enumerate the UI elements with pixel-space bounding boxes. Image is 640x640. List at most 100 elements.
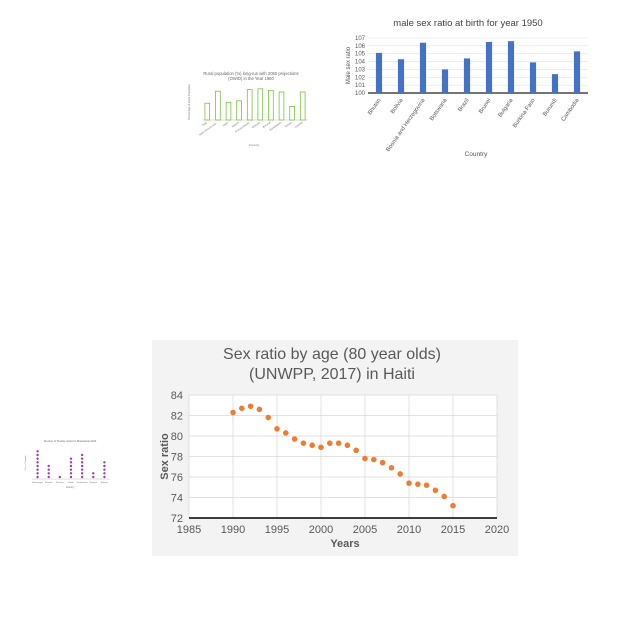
- data-point: [300, 440, 307, 446]
- tick-label-x: Slovakia: [45, 482, 53, 484]
- data-point: [415, 481, 421, 487]
- male-sex-ratio-svg: male sex ratio at birth for year 1950 100…: [346, 18, 588, 158]
- tick-label-y: 74: [171, 493, 183, 505]
- dot-point: [69, 461, 73, 464]
- haiti-chart-svg: Sex ratio by age (80 year olds) (UNWPP, 2…: [159, 346, 509, 550]
- dot-point: [80, 457, 84, 460]
- x-axis-label: Country: [249, 143, 260, 147]
- data-point: [239, 405, 245, 412]
- chart-title: Rural population (%) long-run with 2050 …: [203, 71, 298, 76]
- dot-point: [69, 475, 73, 479]
- tourists-dot-svg: Number of Tourists visited in Macedonia …: [24, 439, 110, 489]
- tick-label-y: 103: [355, 67, 366, 73]
- x-axis-label: Country: [66, 486, 75, 489]
- data-point: [327, 440, 333, 446]
- bar: [397, 59, 405, 93]
- chart-title-line-1: Sex ratio by age (80 year olds): [223, 346, 441, 363]
- tick-label-x: 1995: [265, 524, 289, 536]
- dot-point: [47, 468, 50, 471]
- tick-label-x: Romania: [89, 482, 98, 484]
- tourists-dot-chart: Number of Tourists visited in Macedonia …: [22, 436, 114, 490]
- dot-point: [47, 475, 50, 479]
- dot-point: [69, 468, 73, 471]
- data-point: [362, 455, 368, 462]
- data-point: [230, 409, 236, 416]
- tick-label-x: Bosnia and Herzegovina: [385, 97, 427, 153]
- data-point: [318, 444, 324, 451]
- tick-label-y: 104: [355, 60, 366, 66]
- tick-label-x: 2020: [485, 524, 509, 536]
- data-point: [432, 487, 439, 494]
- tick-label-x: Bolivia: [390, 97, 405, 115]
- tick-label-x: Bulgaria: [498, 97, 516, 118]
- tick-label-y: 105: [355, 52, 366, 58]
- data-point: [441, 493, 448, 500]
- tick-label-y: 84: [171, 390, 183, 402]
- x-axis-label: Country: [465, 151, 489, 158]
- dot-point: [36, 475, 39, 479]
- dot-point: [36, 453, 39, 457]
- dot-point: [80, 464, 84, 468]
- bar: [278, 91, 285, 121]
- tick-label-y: 76: [171, 472, 183, 484]
- tick-label-y: 80: [171, 431, 183, 443]
- dot-point: [58, 475, 62, 479]
- tick-label-x: 2000: [309, 524, 333, 536]
- bar: [299, 91, 306, 121]
- y-axis-label: Sex ratio: [159, 433, 171, 480]
- tick-label-x: Serbia: [68, 482, 75, 484]
- tick-label-x: Burundi: [262, 120, 272, 129]
- dot-point: [103, 468, 106, 471]
- data-point: [291, 436, 298, 442]
- dot-point: [92, 475, 95, 479]
- chart-title: Number of Tourists visited in Macedonia …: [44, 439, 97, 443]
- data-point: [309, 442, 315, 449]
- bar: [236, 100, 242, 121]
- y-axis-label: Male sex ratio: [346, 46, 352, 84]
- y-axis-label: Percentage of Rural Population: [187, 83, 191, 120]
- data-point: [406, 480, 412, 486]
- data-point: [283, 430, 289, 436]
- dot-point: [36, 450, 39, 453]
- tick-label-x: Slovenia: [56, 482, 65, 484]
- data-point: [397, 471, 403, 477]
- rural-population-chart: Rural population (%) long-run with 2050 …: [186, 64, 316, 156]
- bar: [246, 89, 253, 121]
- tick-label-x: 1990: [221, 524, 245, 536]
- dot-point: [103, 464, 106, 468]
- tick-label-y: 72: [171, 513, 183, 525]
- chart-title: (OWID) in the Year 1960: [228, 76, 274, 81]
- dot-point: [103, 475, 106, 479]
- y-axis-label: No. of Tourists: [24, 455, 27, 470]
- dot-point: [103, 461, 106, 464]
- male-sex-ratio-chart: male sex ratio at birth for year 1950 100…: [338, 10, 600, 168]
- dot-point: [36, 468, 39, 471]
- tick-label-y: 107: [355, 36, 366, 42]
- tick-label-x: Botswana: [429, 97, 449, 122]
- tick-label-x: Montenegro: [32, 481, 44, 484]
- dot-point: [80, 453, 84, 457]
- dot-point: [47, 464, 50, 468]
- tick-label-x: 2005: [353, 524, 377, 536]
- data-point: [335, 440, 342, 446]
- tick-label-x: Malawi: [231, 120, 240, 128]
- tick-label-y: 78: [171, 452, 183, 464]
- bar: [375, 52, 383, 93]
- tick-label-x: Netherlands: [77, 481, 88, 484]
- tick-label-x: Burkina Faso: [512, 98, 537, 129]
- dot-point: [80, 461, 84, 464]
- bar: [419, 42, 427, 93]
- tick-label-x: Cambodia: [561, 97, 582, 123]
- tick-label-x: Brunei: [478, 98, 493, 115]
- haiti-sex-ratio-chart: Sex ratio by age (80 year olds) (UNWPP, 2…: [152, 340, 518, 556]
- data-point: [274, 426, 280, 432]
- bar: [551, 74, 559, 93]
- dot-point: [103, 472, 106, 475]
- tick-label-y: 106: [355, 44, 366, 50]
- bar: [441, 69, 449, 93]
- tick-label-x: 2010: [397, 524, 421, 536]
- data-point: [450, 502, 456, 509]
- data-point: [256, 406, 263, 413]
- data-point: [247, 403, 254, 410]
- dot-point: [69, 457, 73, 460]
